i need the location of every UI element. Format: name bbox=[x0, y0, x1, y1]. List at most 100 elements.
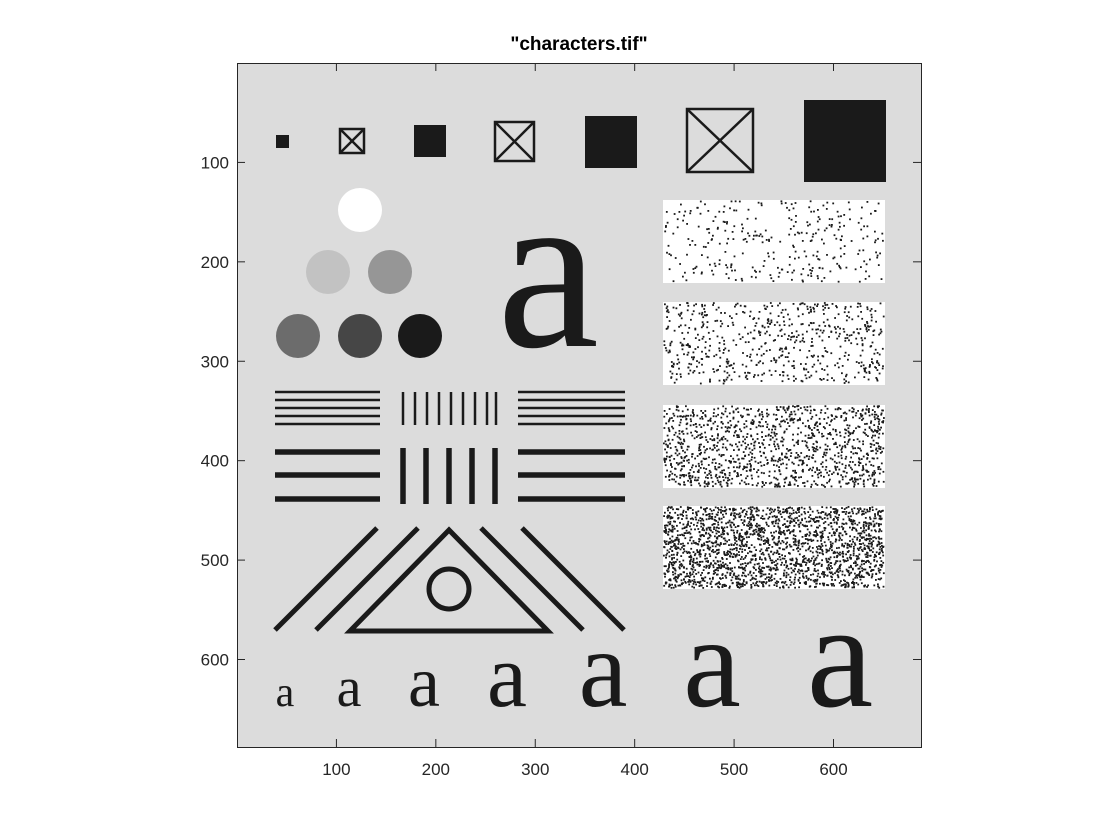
noise-dot bbox=[744, 371, 746, 374]
noise-dot bbox=[786, 520, 789, 523]
noise-dot bbox=[759, 331, 762, 334]
noise-dot bbox=[809, 269, 812, 271]
noise-dot bbox=[682, 582, 684, 584]
noise-dot bbox=[689, 507, 692, 509]
noise-dot bbox=[806, 464, 808, 467]
noise-dot bbox=[818, 516, 821, 519]
noise-dot bbox=[869, 309, 872, 312]
noise-dot bbox=[743, 467, 746, 469]
noise-dot bbox=[698, 423, 701, 426]
noise-dot bbox=[844, 583, 847, 586]
noise-dot bbox=[809, 550, 812, 553]
noise-dot bbox=[692, 371, 695, 374]
noise-dot bbox=[776, 478, 779, 481]
noise-dot bbox=[745, 408, 748, 411]
noise-dot bbox=[692, 471, 695, 473]
noise-dot bbox=[849, 433, 852, 436]
noise-dot bbox=[728, 550, 731, 553]
noise-dot bbox=[704, 449, 707, 452]
noise-dot bbox=[825, 559, 828, 562]
noise-dot bbox=[859, 578, 862, 581]
noise-dot bbox=[730, 455, 732, 457]
noise-dot bbox=[699, 212, 702, 215]
noise-dot bbox=[715, 415, 718, 418]
noise-dot bbox=[721, 446, 724, 449]
noise-dot bbox=[718, 535, 720, 537]
noise-dot bbox=[734, 526, 737, 528]
noise-dot bbox=[737, 574, 740, 577]
noise-dot bbox=[833, 511, 835, 513]
noise-dot bbox=[705, 528, 708, 531]
noise-dot bbox=[785, 576, 788, 579]
noise-dot bbox=[841, 445, 844, 448]
noise-dot bbox=[806, 305, 809, 308]
noise-dot bbox=[681, 416, 684, 418]
noise-dot bbox=[750, 359, 753, 362]
noise-dot bbox=[878, 530, 880, 533]
noise-dot bbox=[738, 536, 741, 538]
noise-dot bbox=[875, 485, 878, 487]
noise-dot bbox=[691, 411, 694, 413]
noise-dot bbox=[788, 449, 791, 451]
noise-dot bbox=[688, 556, 691, 558]
noise-dot bbox=[769, 323, 771, 325]
noise-dot bbox=[753, 329, 756, 332]
noise-dot bbox=[786, 541, 788, 544]
noise-dot bbox=[666, 569, 668, 572]
noise-dot bbox=[698, 443, 701, 446]
noise-dot bbox=[682, 511, 684, 514]
noise-dot bbox=[872, 439, 875, 442]
noise-dot bbox=[777, 334, 780, 337]
noise-dot bbox=[860, 449, 862, 452]
noise-dot bbox=[692, 268, 695, 270]
noise-dot bbox=[708, 231, 711, 234]
noise-dot bbox=[810, 322, 813, 325]
noise-dot bbox=[788, 256, 791, 258]
noise-dot bbox=[715, 468, 718, 471]
noise-dot bbox=[774, 445, 776, 448]
noise-dot bbox=[709, 344, 711, 347]
noise-dot bbox=[754, 269, 756, 272]
noise-dot bbox=[750, 526, 753, 529]
noise-dot bbox=[770, 574, 773, 577]
noise-dot bbox=[835, 443, 837, 445]
noise-dot bbox=[806, 308, 809, 310]
noise-dot bbox=[838, 582, 841, 584]
noise-dot bbox=[827, 584, 830, 587]
noise-dot bbox=[696, 549, 698, 551]
noise-dot bbox=[804, 512, 807, 515]
noise-dot bbox=[813, 427, 816, 429]
noise-dot bbox=[687, 575, 690, 577]
noise-dot bbox=[692, 310, 695, 313]
noise-dot bbox=[843, 224, 845, 227]
noise-dot bbox=[848, 316, 851, 319]
noise-dot bbox=[782, 531, 785, 534]
noise-dot bbox=[742, 435, 745, 438]
noise-dot bbox=[714, 265, 717, 267]
noise-dot bbox=[670, 529, 673, 532]
noise-dot bbox=[687, 351, 690, 354]
noise-dot bbox=[793, 367, 796, 369]
noise-dot bbox=[744, 569, 747, 572]
noise-dot bbox=[805, 445, 808, 447]
noise-dot bbox=[872, 520, 875, 523]
noise-dot bbox=[824, 443, 827, 446]
noise-dot bbox=[740, 519, 743, 521]
noise-dot bbox=[758, 570, 760, 573]
noise-dot bbox=[736, 475, 738, 478]
noise-dot bbox=[675, 576, 678, 578]
noise-dot bbox=[738, 462, 741, 465]
noise-dot bbox=[671, 524, 674, 527]
noise-dot bbox=[830, 546, 833, 549]
noise-dot bbox=[736, 445, 739, 448]
noise-dot bbox=[801, 561, 804, 563]
noise-dot bbox=[844, 467, 847, 469]
noise-dot bbox=[879, 578, 881, 581]
noise-dot bbox=[689, 525, 691, 528]
noise-dot bbox=[719, 509, 722, 511]
noise-dot bbox=[808, 263, 811, 266]
noise-dot bbox=[821, 532, 824, 535]
noise-dot bbox=[825, 459, 828, 462]
noise-dot bbox=[759, 360, 762, 363]
noise-dot bbox=[777, 537, 780, 540]
